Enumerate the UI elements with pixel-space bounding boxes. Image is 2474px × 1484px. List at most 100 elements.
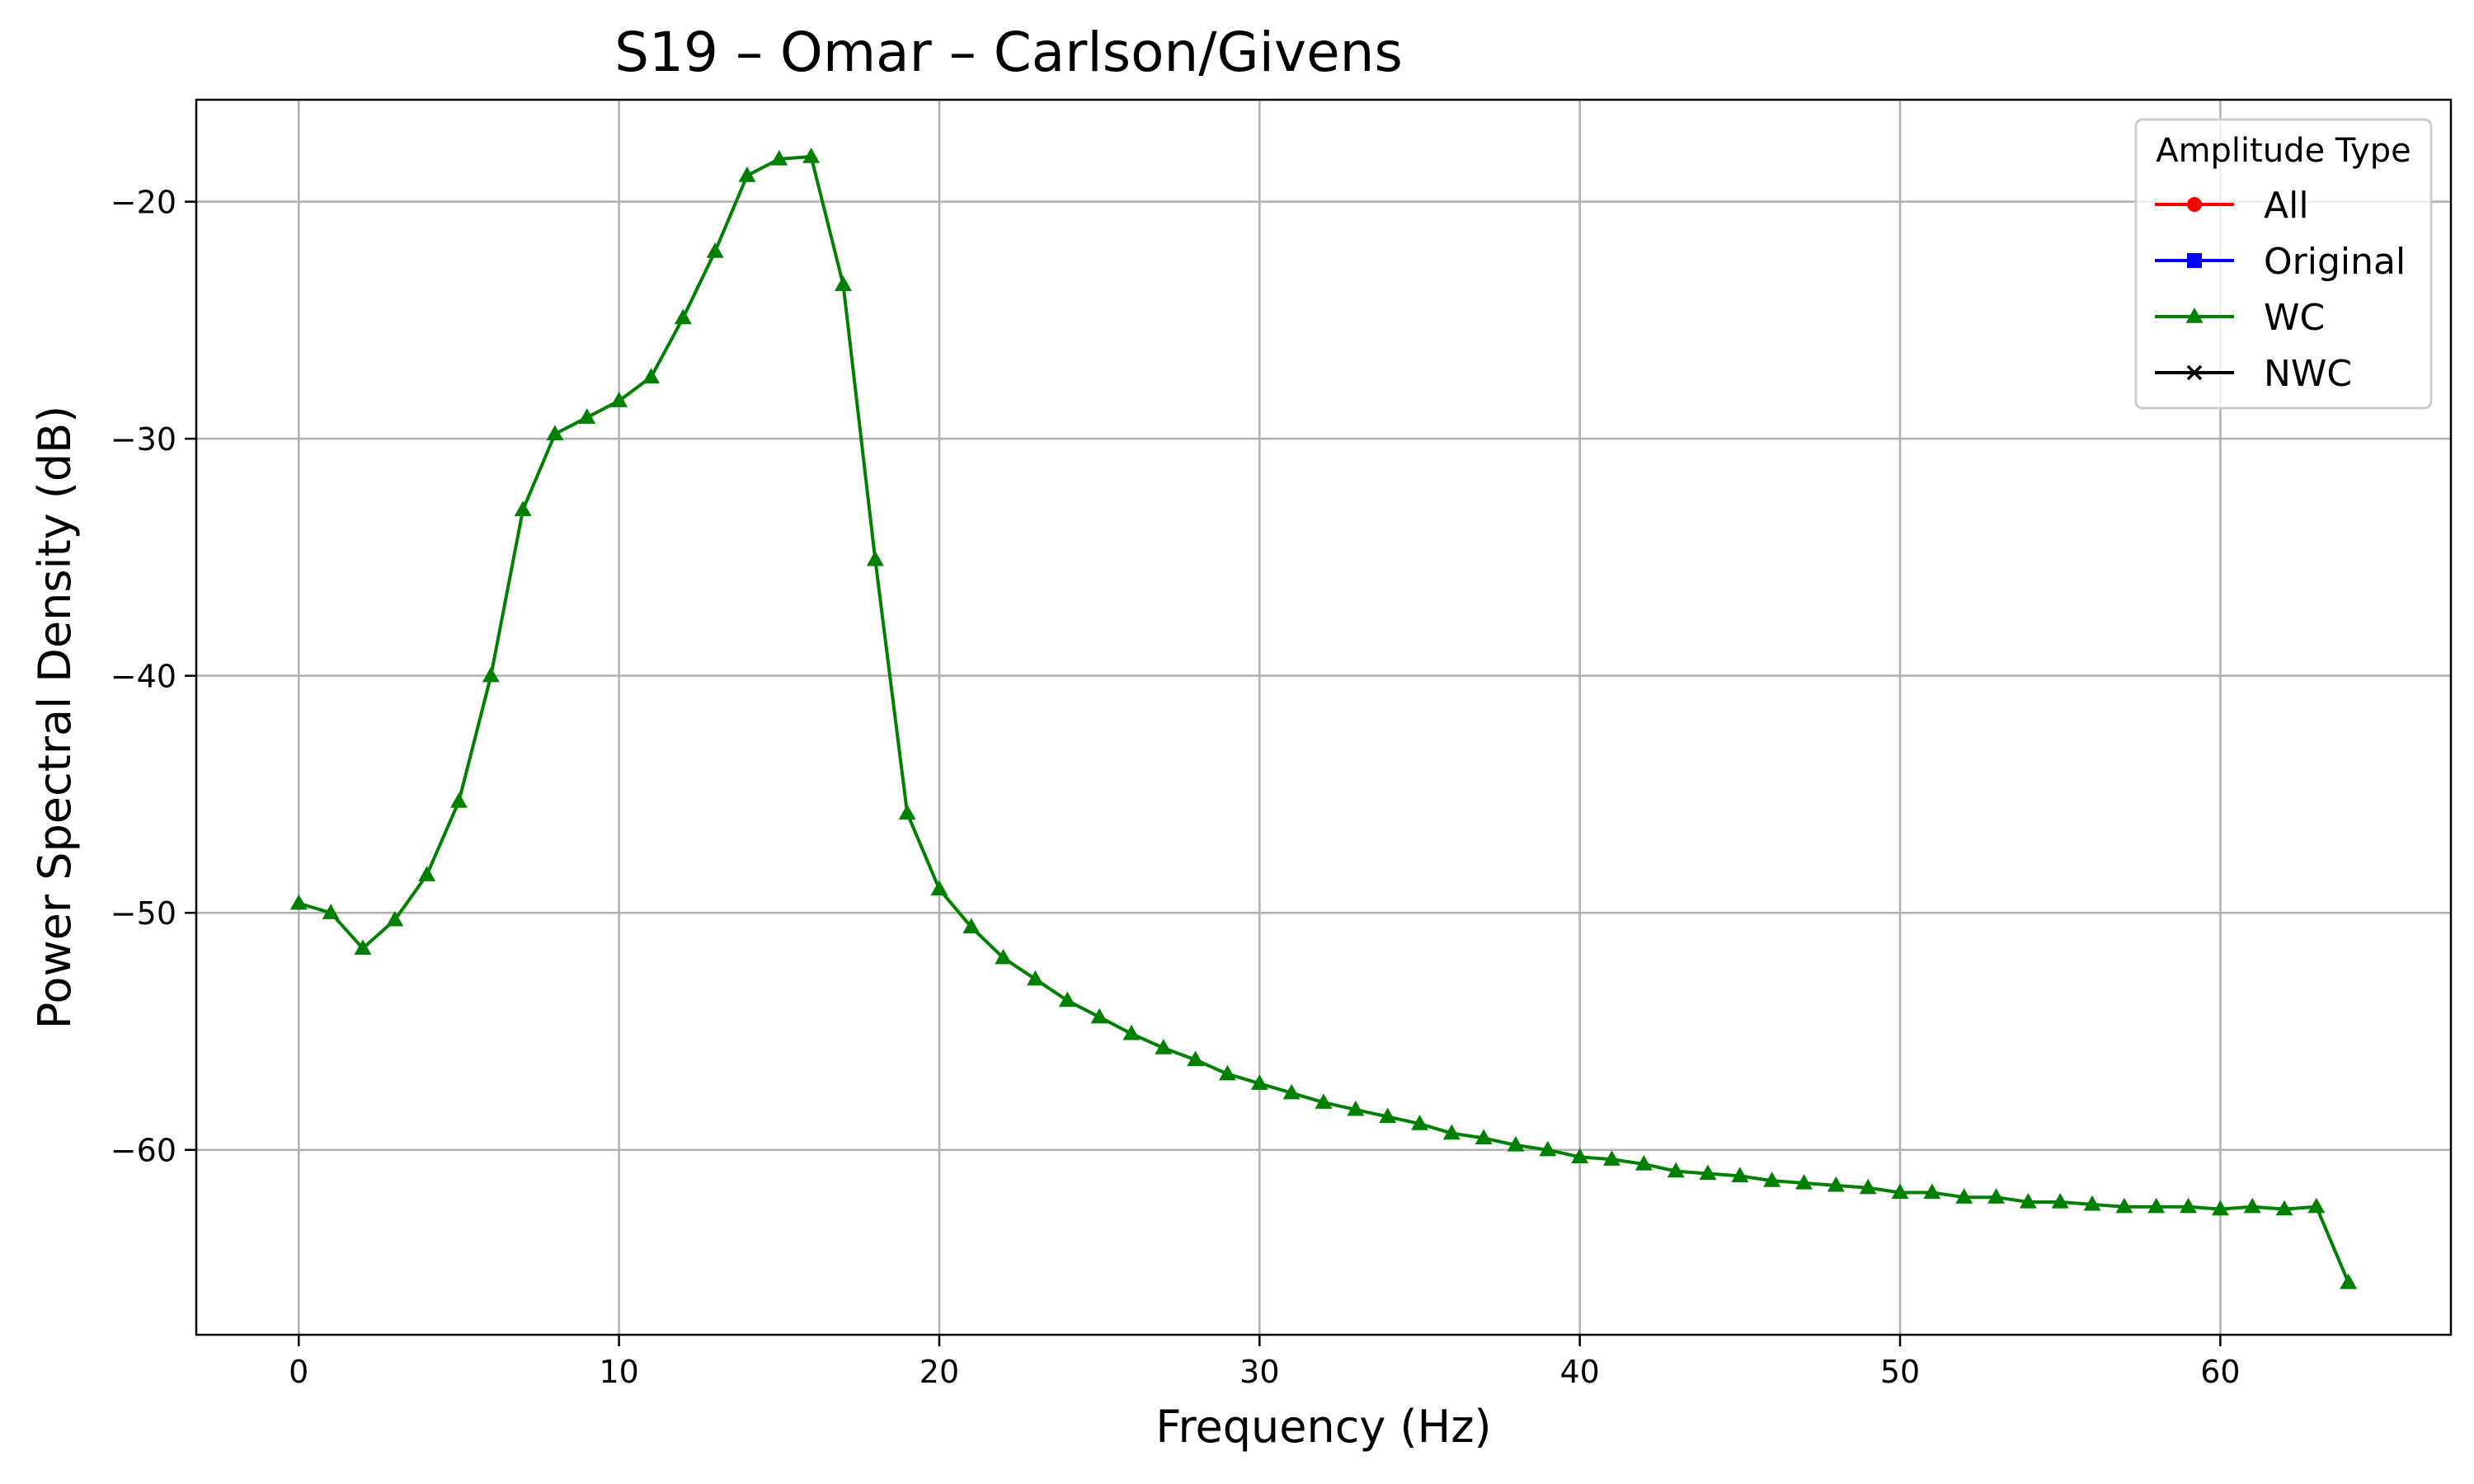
axis-ticks: 0 10 20 30 40 50 60 −60 −50 −40 −30 −20	[111, 185, 2241, 1390]
data-point	[1859, 1178, 1877, 1195]
data-point	[354, 939, 372, 956]
y-axis-label: Power Spectral Density (dB)	[29, 406, 81, 1029]
y-tick-label: −50	[111, 895, 176, 932]
data-point	[322, 904, 340, 919]
x-tick-label: 60	[2200, 1354, 2240, 1390]
legend-entry-wc: WC	[2155, 297, 2325, 339]
data-point	[546, 425, 564, 441]
data-point	[1923, 1183, 1941, 1200]
data-point	[1571, 1148, 1589, 1164]
data-point	[1347, 1100, 1365, 1116]
data-point	[2243, 1197, 2261, 1214]
series-wc	[289, 148, 2358, 1289]
data-point	[1442, 1124, 1460, 1140]
y-tick-label: −40	[111, 659, 176, 695]
data-point	[866, 550, 884, 566]
data-point	[770, 149, 788, 166]
chart-title: S19 – Omar – Carlson/Givens	[614, 21, 1403, 84]
x-tick-label: 0	[289, 1354, 308, 1390]
legend: Amplitude Type All Original WC NWC	[2134, 118, 2433, 410]
x-tick-label: 30	[1239, 1354, 1279, 1390]
data-point	[610, 392, 628, 407]
legend-entry-all: All	[2155, 185, 2309, 227]
legend-marker	[2187, 253, 2202, 268]
data-point	[1090, 1007, 1108, 1024]
legend-box	[2134, 118, 2433, 410]
legend-label: Original	[2264, 241, 2406, 283]
plot-area	[289, 148, 2358, 1289]
y-tick-label: −20	[111, 185, 176, 221]
x-tick-label: 40	[1560, 1354, 1600, 1390]
data-point	[2340, 1273, 2358, 1289]
data-point	[2019, 1192, 2037, 1209]
data-point	[674, 308, 692, 325]
data-point	[1699, 1164, 1717, 1181]
data-point	[835, 275, 852, 291]
data-point	[2307, 1197, 2326, 1214]
data-point	[1507, 1135, 1525, 1152]
y-tick-label: −30	[111, 421, 176, 458]
data-point	[1987, 1188, 2005, 1204]
axes-frame	[195, 98, 2453, 1336]
legend-entry-nwc: NWC	[2155, 353, 2352, 395]
data-point	[1731, 1167, 1749, 1183]
data-point	[1955, 1188, 1973, 1204]
data-point	[738, 167, 756, 182]
data-point	[578, 408, 596, 424]
legend-marker	[2185, 308, 2204, 323]
data-point	[930, 880, 948, 896]
data-point	[1827, 1176, 1845, 1192]
data-point	[642, 368, 660, 384]
data-point	[1379, 1107, 1397, 1124]
legend-entry-original: Original	[2155, 241, 2406, 283]
data-point	[995, 948, 1013, 965]
data-point	[1027, 970, 1044, 986]
legend-label: NWC	[2264, 353, 2352, 395]
y-tick-label: −60	[111, 1133, 176, 1169]
data-point	[386, 910, 404, 927]
x-tick-label: 20	[920, 1354, 959, 1390]
data-point	[514, 500, 532, 517]
data-point	[449, 792, 468, 808]
data-point	[2211, 1200, 2229, 1216]
data-point	[1411, 1115, 1428, 1130]
data-point	[898, 804, 916, 820]
data-point	[2083, 1195, 2101, 1211]
data-point	[1155, 1039, 1173, 1054]
data-point	[289, 894, 308, 910]
data-point	[1187, 1050, 1205, 1067]
x-axis-label: Frequency (Hz)	[1155, 1401, 1491, 1453]
data-point	[2180, 1197, 2198, 1214]
data-point	[1219, 1064, 1236, 1081]
legend-title: Amplitude Type	[2156, 132, 2411, 170]
x-tick-label: 50	[1880, 1354, 1920, 1390]
data-point	[2147, 1197, 2166, 1214]
data-point	[962, 918, 981, 934]
legend-label: WC	[2264, 297, 2325, 339]
data-point	[1667, 1162, 1685, 1178]
x-tick-label: 10	[599, 1354, 638, 1390]
data-point	[482, 666, 500, 683]
data-point	[1058, 991, 1076, 1007]
data-point	[706, 242, 724, 258]
data-point	[418, 866, 436, 881]
data-point	[1475, 1129, 1493, 1145]
data-point	[1250, 1074, 1268, 1090]
grid	[196, 100, 2451, 1335]
data-point	[1122, 1024, 1141, 1040]
data-point	[1603, 1150, 1620, 1166]
data-point	[1282, 1083, 1300, 1100]
legend-marker	[2187, 197, 2202, 212]
data-point	[2115, 1197, 2133, 1214]
data-point	[802, 148, 821, 163]
data-point	[2051, 1192, 2069, 1209]
data-point	[1763, 1172, 1781, 1187]
data-point	[1634, 1154, 1653, 1171]
legend-marker	[2186, 364, 2203, 381]
data-point	[1539, 1140, 1557, 1157]
data-point	[1891, 1183, 1909, 1200]
legend-label: All	[2264, 185, 2309, 227]
data-point	[1795, 1173, 1813, 1190]
